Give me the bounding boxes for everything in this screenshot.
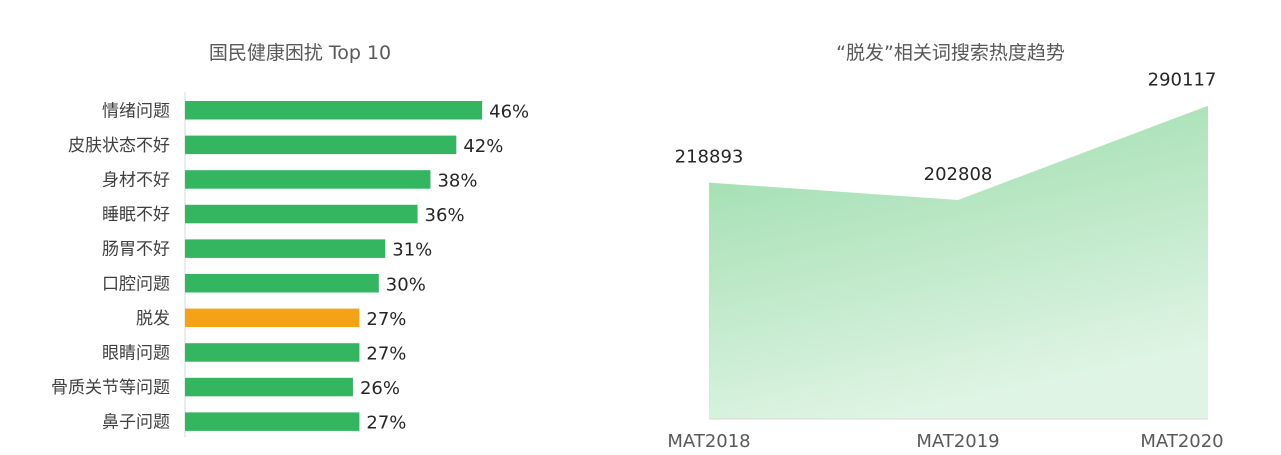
category-label: 鼻子问题 bbox=[102, 413, 170, 433]
bar-chart-title: 国民健康困扰 Top 10 bbox=[208, 42, 392, 64]
bar-4 bbox=[185, 204, 418, 224]
bar-3 bbox=[185, 170, 431, 189]
bar-value-label: 27% bbox=[366, 413, 406, 434]
category-label: 皮肤状态不好 bbox=[68, 136, 170, 156]
bar-5 bbox=[185, 239, 386, 258]
category-label: 脱发 bbox=[136, 309, 170, 329]
category-label: 睡眠不好 bbox=[102, 205, 170, 225]
bar-value-label: 27% bbox=[366, 343, 406, 364]
x-tick-label: MAT2020 bbox=[1140, 431, 1223, 452]
category-label: 口腔问题 bbox=[102, 274, 170, 294]
point-value-label: 218893 bbox=[675, 147, 744, 168]
bar-value-label: 46% bbox=[489, 101, 529, 122]
bar-value-label: 42% bbox=[463, 136, 503, 157]
bar-10 bbox=[185, 412, 360, 431]
area-chart-title: “脱发”相关词搜索热度趋势 bbox=[836, 42, 1065, 64]
category-label: 骨质关节等问题 bbox=[51, 378, 170, 398]
bar-value-label: 26% bbox=[360, 378, 400, 399]
bar-9 bbox=[185, 377, 353, 397]
category-label: 肠胃不好 bbox=[102, 240, 170, 260]
bar-6 bbox=[185, 274, 379, 293]
bar-value-label: 38% bbox=[437, 170, 477, 191]
bar-2 bbox=[185, 135, 457, 155]
bar-value-label: 27% bbox=[366, 309, 406, 330]
bar-8 bbox=[185, 343, 360, 362]
health-concerns-bar-chart: 情绪问题 46% 皮肤状态不好 42% 身材不好 38% 睡眠不好 36% 肠胃不好 31% 口腔问… bbox=[51, 92, 529, 437]
category-label: 身材不好 bbox=[102, 170, 170, 190]
hair-loss-area-chart: 218893 MAT2018 202808 MAT2019 290117 MAT2020 bbox=[667, 70, 1223, 452]
bar-value-label: 31% bbox=[392, 240, 432, 261]
point-value-label: 290117 bbox=[1148, 70, 1217, 91]
health-concerns-panel: 国民健康困扰 Top 10 情绪问题 46% 皮肤状态不好 42% 身材不好 38% 睡眠不… bbox=[0, 0, 620, 455]
x-tick-label: MAT2018 bbox=[667, 431, 750, 452]
bar-7 bbox=[185, 308, 360, 328]
x-tick-label: MAT2019 bbox=[916, 431, 999, 452]
category-label: 眼睛问题 bbox=[102, 343, 170, 363]
hair-loss-trend-panel: “脱发”相关词搜索热度趋势 218893 MAT2018 202808 MAT2019… bbox=[620, 0, 1281, 455]
bar-value-label: 36% bbox=[425, 205, 465, 226]
area-series bbox=[709, 105, 1208, 419]
point-value-label: 202808 bbox=[924, 164, 993, 185]
bar-value-label: 30% bbox=[386, 274, 426, 295]
bar-1 bbox=[185, 101, 483, 120]
category-label: 情绪问题 bbox=[102, 101, 170, 121]
